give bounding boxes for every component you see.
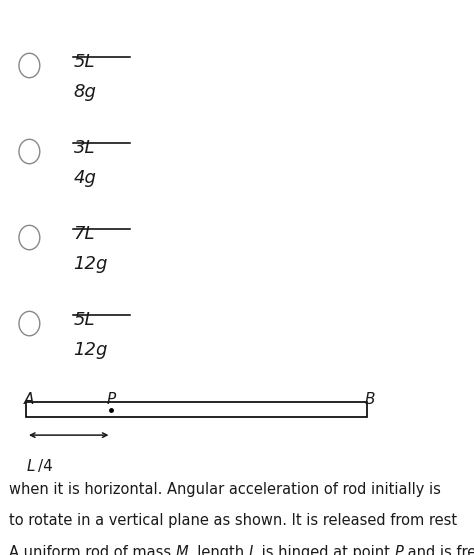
Text: P: P xyxy=(394,545,403,555)
Text: 4g: 4g xyxy=(73,169,96,187)
Text: L: L xyxy=(249,545,257,555)
Text: B: B xyxy=(365,392,375,407)
Text: /4: /4 xyxy=(38,459,53,474)
Text: A uniform rod of mass: A uniform rod of mass xyxy=(9,545,175,555)
Bar xyxy=(26,402,367,417)
Text: 5L: 5L xyxy=(73,53,95,71)
Text: A: A xyxy=(24,392,34,407)
Text: P: P xyxy=(107,392,116,407)
Text: , length: , length xyxy=(188,545,249,555)
Text: 7L: 7L xyxy=(73,225,95,243)
Text: to rotate in a vertical plane as shown. It is released from rest: to rotate in a vertical plane as shown. … xyxy=(9,513,456,528)
Text: and is free: and is free xyxy=(403,545,474,555)
Text: M: M xyxy=(175,545,188,555)
Text: is hinged at point: is hinged at point xyxy=(257,545,394,555)
Text: 5L: 5L xyxy=(73,311,95,329)
Text: 8g: 8g xyxy=(73,83,96,101)
Text: when it is horizontal. Angular acceleration of rod initially is: when it is horizontal. Angular accelerat… xyxy=(9,482,440,497)
Text: 3L: 3L xyxy=(73,139,95,157)
Text: 12g: 12g xyxy=(73,255,108,273)
Text: L: L xyxy=(27,459,36,474)
Text: 12g: 12g xyxy=(73,341,108,359)
